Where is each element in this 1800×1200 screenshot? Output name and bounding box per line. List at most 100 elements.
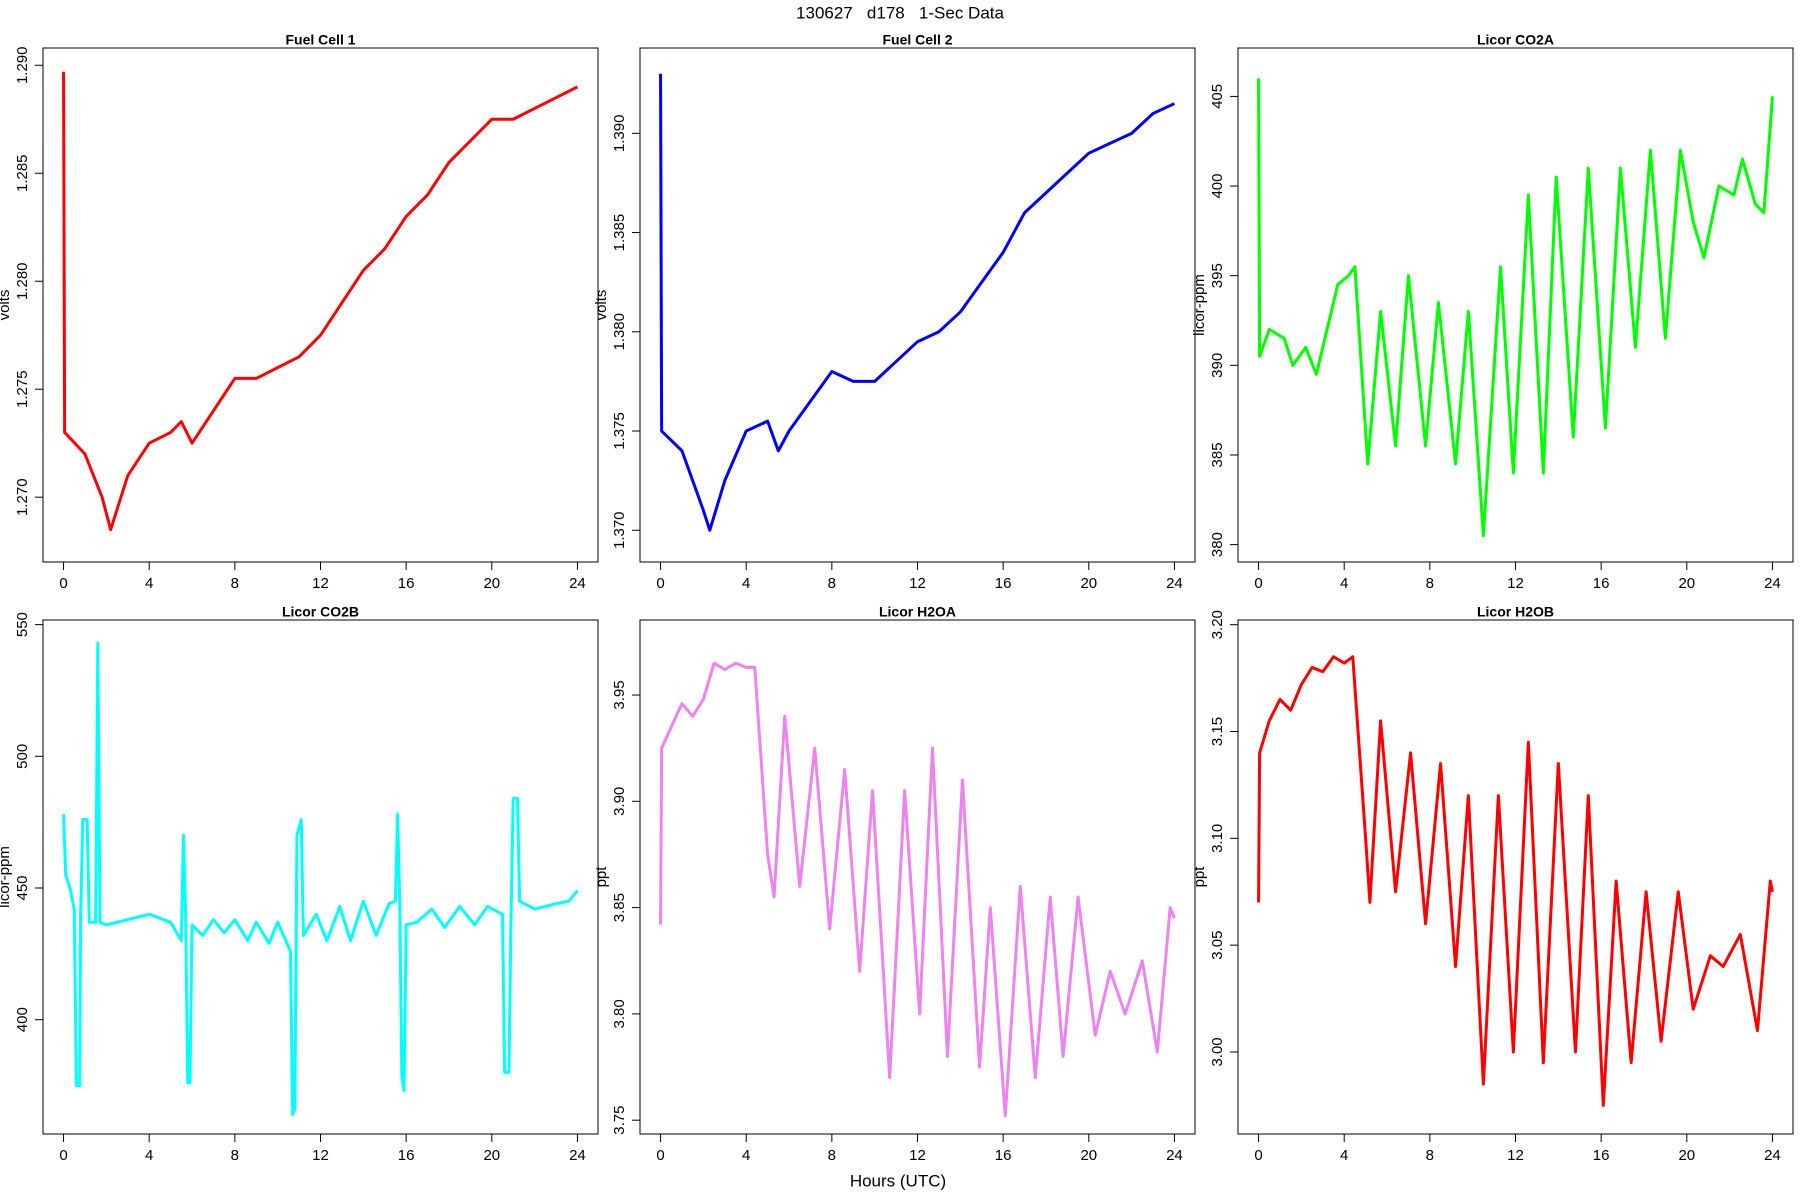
x-tick-label: 8 [1426, 1147, 1434, 1164]
x-tick-label: 8 [828, 1147, 836, 1164]
x-tick-label: 12 [312, 575, 329, 592]
plot-frame [639, 47, 1196, 563]
y-tick-label: 3.20 [1209, 610, 1226, 639]
x-tick-label: 24 [1166, 575, 1183, 592]
x-tick-label: 8 [231, 575, 239, 592]
y-tick-label: 1.280 [14, 262, 31, 300]
y-tick-label: 390 [1209, 353, 1226, 378]
y-tick-label: 3.15 [1209, 717, 1226, 746]
x-tick-label: 4 [1340, 1147, 1348, 1164]
y-axis-label: ppt [593, 866, 610, 888]
y-tick-label: 3.75 [611, 1106, 628, 1135]
y-tick-label: 3.95 [611, 680, 628, 709]
y-tick-label: 3.85 [611, 893, 628, 922]
y-tick-label: 3.80 [611, 999, 628, 1028]
y-tick-label: 1.270 [14, 478, 31, 516]
x-tick-label: 20 [483, 1147, 500, 1164]
y-tick-label: 3.00 [1209, 1037, 1226, 1066]
x-tick-label: 4 [145, 1147, 153, 1164]
panel-title: Fuel Cell 1 [285, 32, 355, 48]
x-tick-label: 16 [1593, 575, 1610, 592]
y-tick-label: 400 [1209, 174, 1226, 199]
data-line [659, 661, 1176, 1118]
y-tick-label: 500 [14, 744, 31, 769]
data-line [1257, 655, 1774, 1107]
x-tick-label: 0 [1254, 1147, 1262, 1164]
x-tick-label: 4 [1340, 575, 1348, 592]
x-tick-label: 4 [145, 575, 153, 592]
plot-frame [42, 619, 599, 1135]
y-tick-label: 1.290 [14, 47, 31, 85]
y-tick-label: 395 [1209, 263, 1226, 288]
x-tick-label: 24 [569, 1147, 586, 1164]
x-tick-label: 24 [1166, 1147, 1183, 1164]
plot-frame [1237, 619, 1794, 1135]
x-tick-label: 16 [398, 1147, 415, 1164]
x-tick-label: 24 [1764, 1147, 1781, 1164]
y-tick-label: 3.10 [1209, 824, 1226, 853]
x-tick-label: 0 [59, 575, 67, 592]
x-tick-label: 20 [1080, 1147, 1097, 1164]
data-line [1257, 78, 1774, 538]
figure-title: 130627 d178 1-Sec Data [796, 3, 1004, 22]
x-tick-label: 0 [59, 1147, 67, 1164]
y-axis-label: volts [593, 290, 610, 321]
y-tick-label: 1.285 [14, 154, 31, 192]
x-tick-label: 24 [569, 575, 586, 592]
x-tick-label: 12 [909, 575, 926, 592]
y-tick-label: 450 [14, 875, 31, 900]
data-line [62, 641, 579, 1117]
y-axis-label: licor-ppm [1191, 274, 1208, 336]
panel-title: Licor H2OA [879, 604, 956, 620]
x-tick-label: 16 [995, 1147, 1012, 1164]
x-tick-label: 0 [656, 1147, 664, 1164]
panel-title: Licor CO2B [282, 604, 359, 620]
plot-frame [1237, 47, 1794, 563]
x-tick-label: 20 [1678, 575, 1695, 592]
x-tick-label: 16 [1593, 1147, 1610, 1164]
y-tick-label: 405 [1209, 84, 1226, 109]
x-tick-label: 16 [995, 575, 1012, 592]
panel-title: Fuel Cell 2 [882, 32, 952, 48]
y-tick-label: 1.275 [14, 370, 31, 408]
y-tick-label: 3.90 [611, 787, 628, 816]
x-tick-label: 0 [1254, 575, 1262, 592]
y-axis-label: volts [0, 290, 13, 321]
y-tick-label: 1.390 [611, 115, 628, 153]
y-tick-label: 550 [14, 612, 31, 637]
x-tick-label: 8 [828, 575, 836, 592]
x-tick-label: 20 [483, 575, 500, 592]
x-tick-label: 12 [1507, 575, 1524, 592]
x-axis-label: Hours (UTC) [850, 1171, 946, 1190]
x-tick-label: 16 [398, 575, 415, 592]
y-tick-label: 380 [1209, 532, 1226, 557]
plot-frame [42, 47, 599, 563]
y-tick-label: 1.385 [611, 214, 628, 252]
panel-title: Licor CO2A [1477, 32, 1554, 48]
y-axis-label: licor-ppm [0, 846, 13, 908]
x-tick-label: 8 [231, 1147, 239, 1164]
y-axis-label: ppt [1191, 866, 1208, 888]
y-tick-label: 400 [14, 1007, 31, 1032]
x-tick-label: 20 [1678, 1147, 1695, 1164]
x-tick-label: 20 [1080, 575, 1097, 592]
x-tick-label: 4 [742, 575, 750, 592]
y-tick-label: 3.05 [1209, 931, 1226, 960]
panel-title: Licor H2OB [1477, 604, 1554, 620]
x-tick-label: 4 [742, 1147, 750, 1164]
x-tick-label: 8 [1426, 575, 1434, 592]
data-line [659, 73, 1176, 532]
data-line [62, 71, 579, 532]
x-tick-label: 12 [1507, 1147, 1524, 1164]
y-tick-label: 1.375 [611, 412, 628, 450]
y-tick-label: 385 [1209, 442, 1226, 467]
plot-frame [639, 619, 1196, 1135]
y-tick-label: 1.370 [611, 511, 628, 549]
y-tick-label: 1.380 [611, 313, 628, 351]
x-tick-label: 12 [312, 1147, 329, 1164]
x-tick-label: 12 [909, 1147, 926, 1164]
x-tick-label: 24 [1764, 575, 1781, 592]
x-tick-label: 0 [656, 575, 664, 592]
